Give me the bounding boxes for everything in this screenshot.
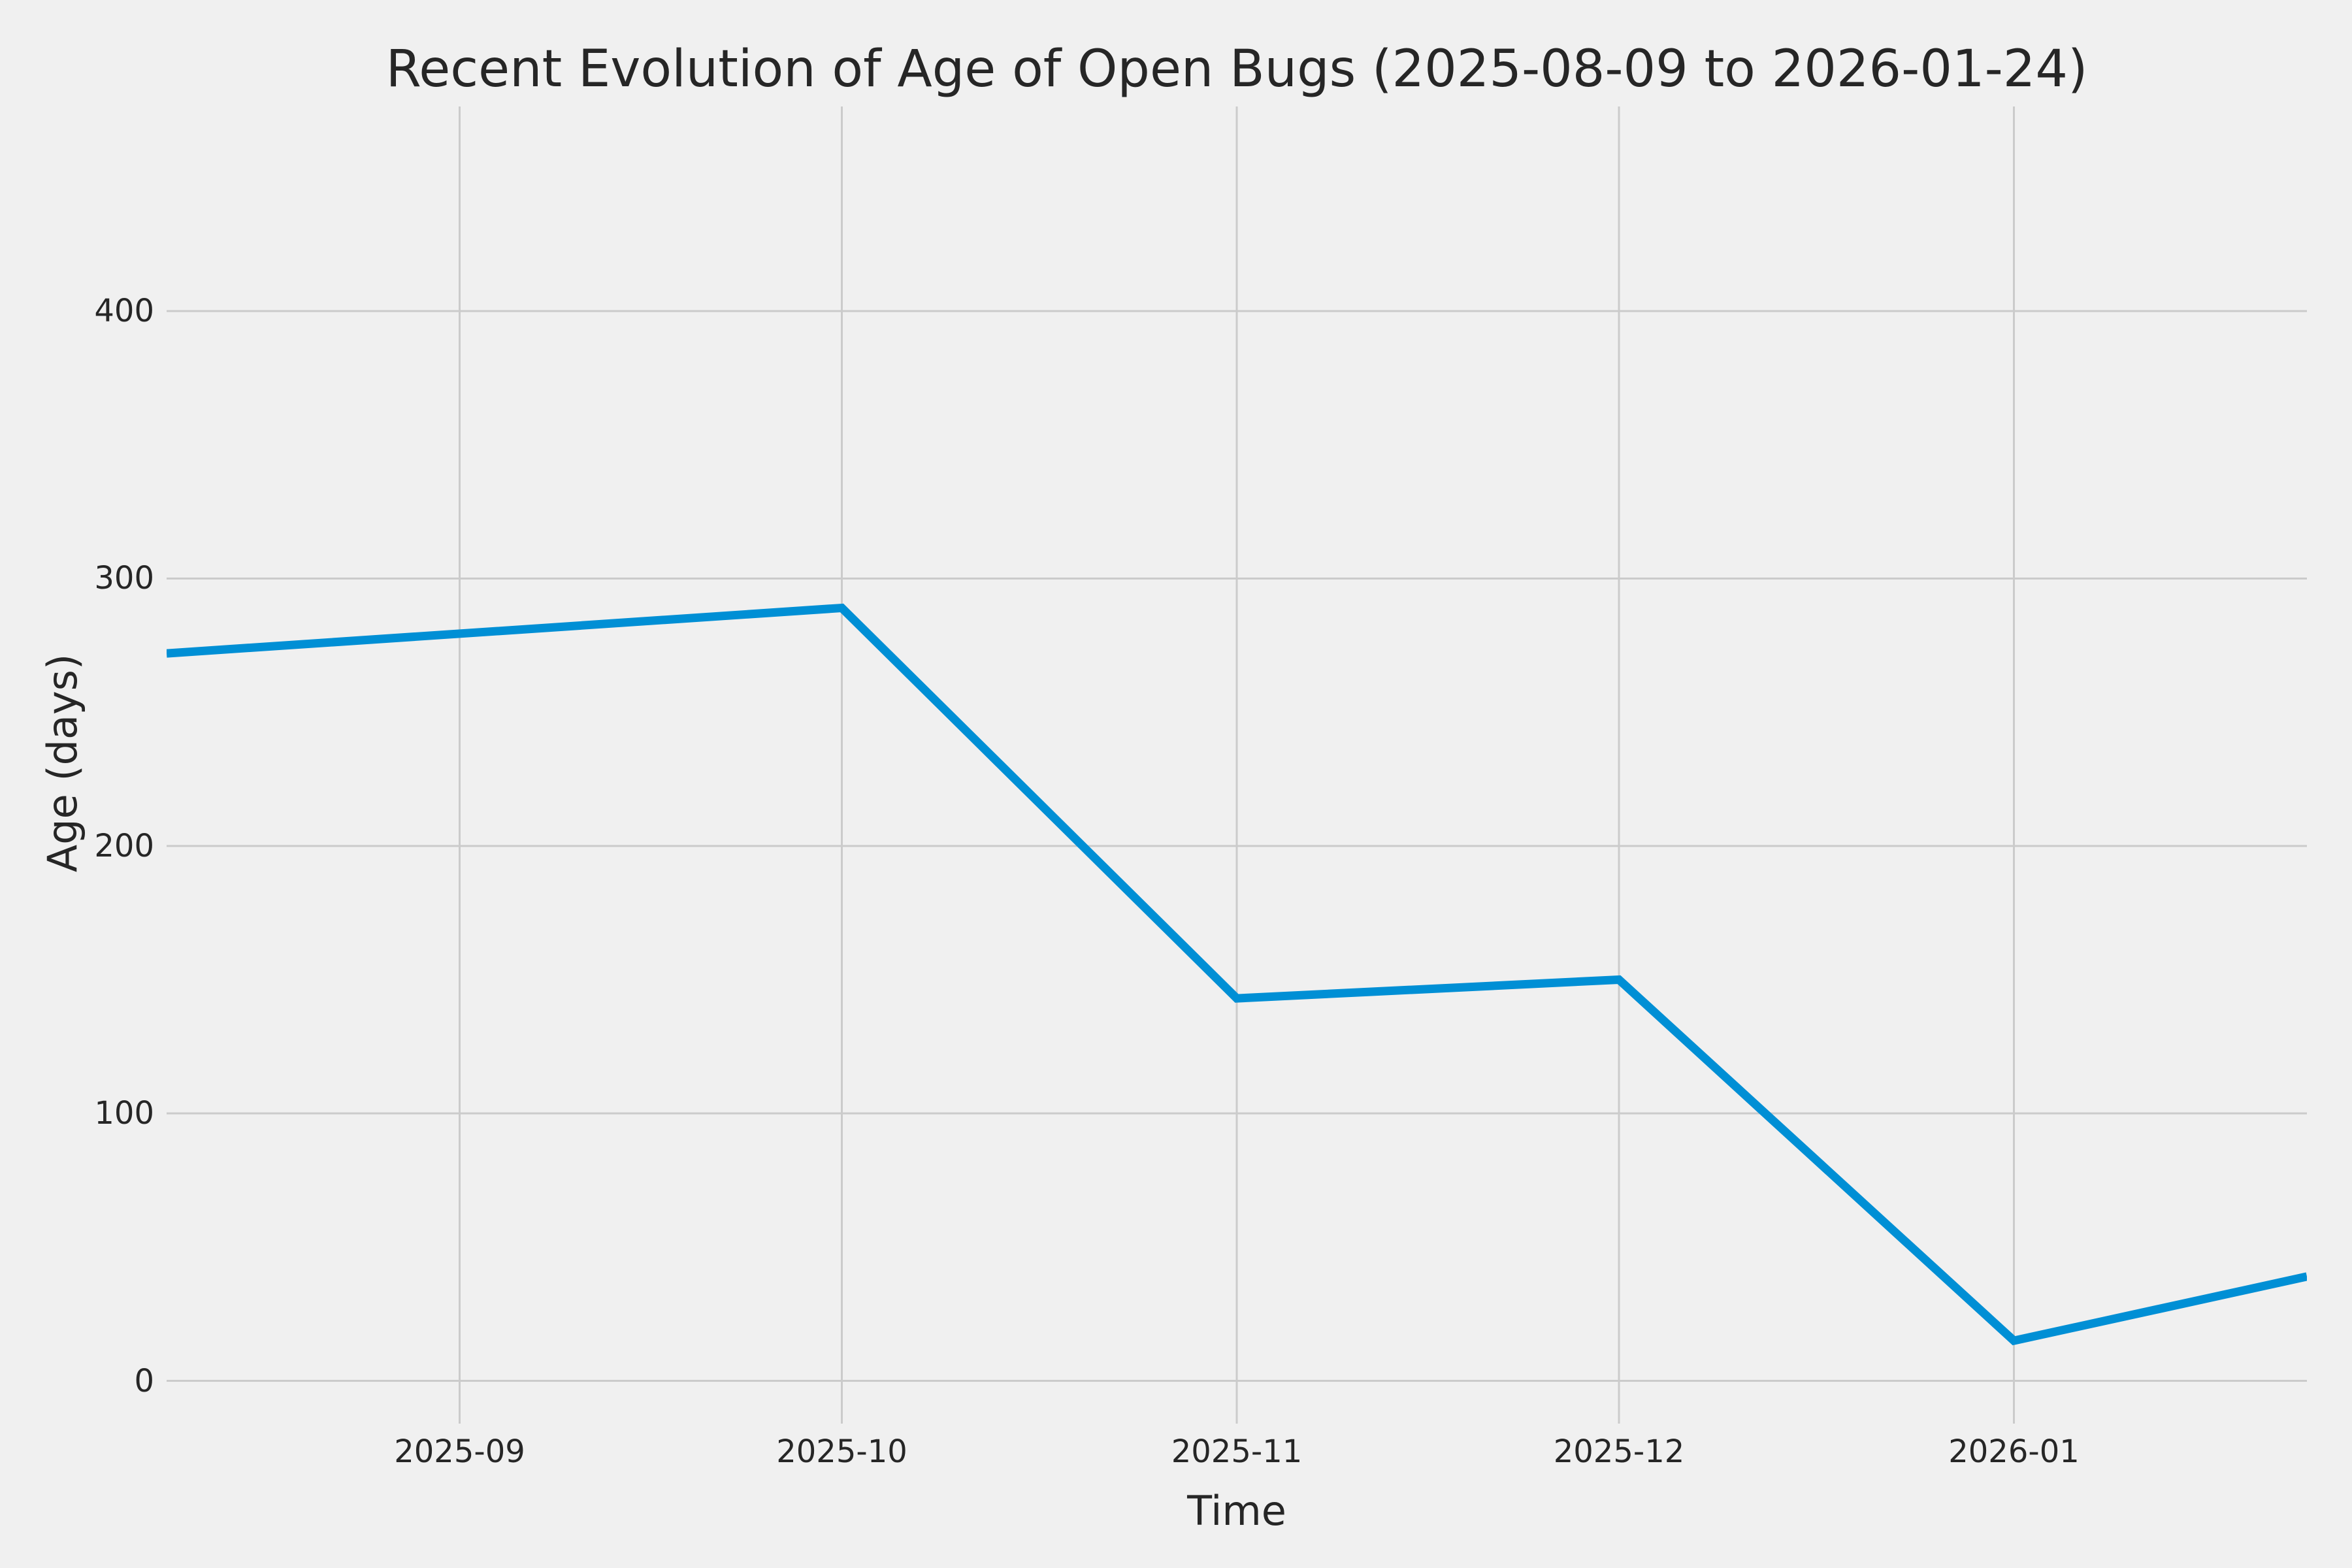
- x-tick-label: 2025-11: [1171, 1433, 1303, 1470]
- y-tick-label: 400: [94, 293, 154, 330]
- x-tick-label: 2026-01: [1948, 1433, 2080, 1470]
- y-tick-label: 200: [94, 827, 154, 864]
- y-tick-label: 0: [134, 1362, 154, 1399]
- y-tick-label: 300: [94, 560, 154, 597]
- x-tick-label: 2025-12: [1553, 1433, 1685, 1470]
- line-chart-svg: [167, 106, 2307, 1424]
- chart-title: Recent Evolution of Age of Open Bugs (20…: [385, 40, 2088, 99]
- plot-area: [167, 106, 2307, 1424]
- y-tick-label: 100: [94, 1095, 154, 1132]
- x-tick-label: 2025-09: [394, 1433, 525, 1470]
- data-line: [167, 603, 2307, 1346]
- x-tick-label: 2025-10: [776, 1433, 907, 1470]
- x-axis-label: Time: [1187, 1487, 1286, 1535]
